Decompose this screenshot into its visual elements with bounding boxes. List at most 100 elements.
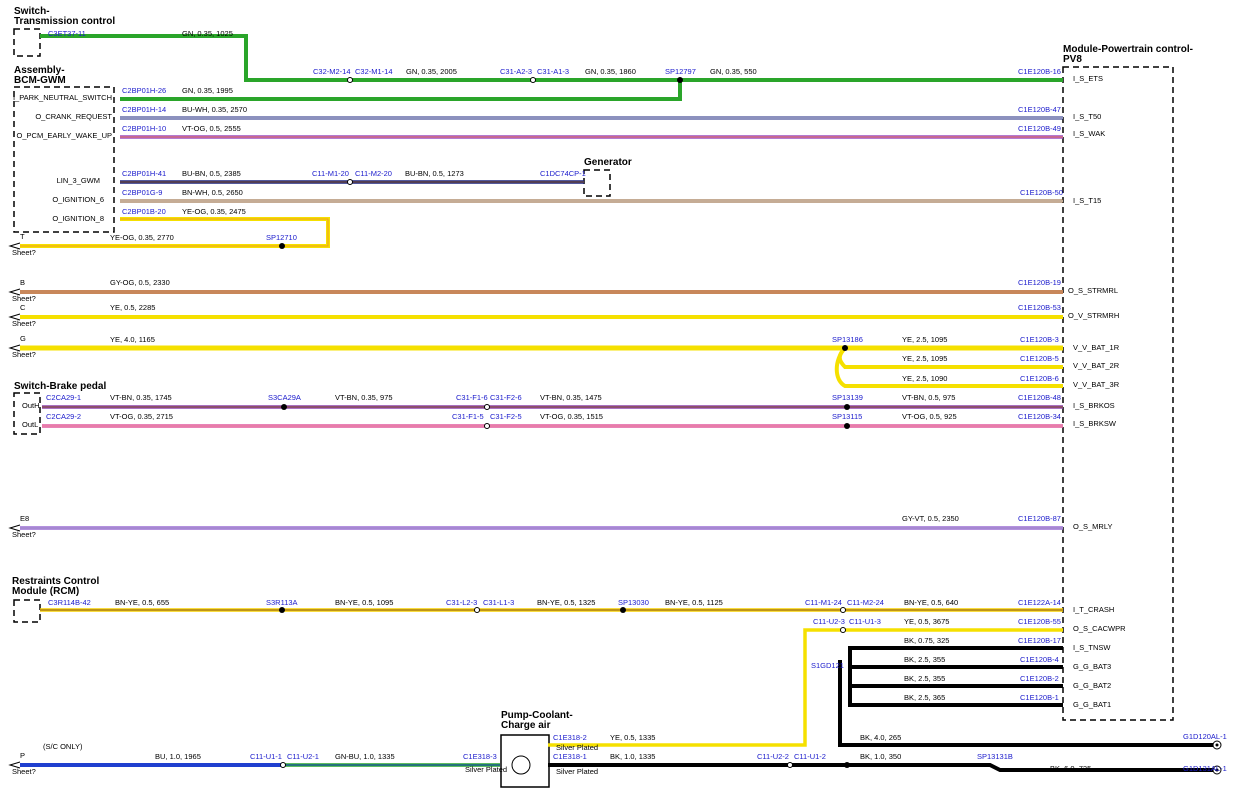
wire-label: YE, 4.0, 1165 <box>110 335 155 344</box>
sheet-id: T <box>20 232 25 241</box>
module-title: Switch-Brake pedal <box>14 381 106 392</box>
wire <box>548 763 1213 772</box>
connector-label: C3ET37-11 <box>48 29 86 38</box>
connector-label: C32-M1-14 <box>355 67 393 76</box>
wire-label: BK, 1.0, 350 <box>860 752 901 761</box>
wire-label: YE-OG, 0.35, 2770 <box>110 233 174 242</box>
note: Silver Plated <box>556 743 598 752</box>
pin-label: V_V_BAT_2R <box>1073 361 1120 370</box>
wire-label: GN-BU, 1.0, 1335 <box>335 752 395 761</box>
wire-label: BN-WH, 0.5, 2650 <box>182 188 243 197</box>
wire-label: GN, 0.35, 1995 <box>182 86 233 95</box>
note: (S/C ONLY) <box>43 742 83 751</box>
wire-label: GN, 0.35, 1025 <box>182 29 233 38</box>
splice <box>844 762 850 768</box>
note: Silver Plated <box>556 767 598 776</box>
wire-label: BN-YE, 0.5, 640 <box>904 598 958 607</box>
wire-label: BN-YE, 0.5, 1095 <box>335 598 393 607</box>
connector-label: C2BP01B-20 <box>122 207 166 216</box>
sheet-id: P <box>20 751 25 760</box>
module-box <box>13 28 41 57</box>
module-title: PV8 <box>1063 54 1082 65</box>
wire <box>120 80 682 101</box>
connector-label: C1E318-3 <box>463 752 497 761</box>
sheet-arrow <box>8 344 21 352</box>
sheet-arrow <box>8 288 21 296</box>
splice <box>620 607 626 613</box>
sheet-id: C <box>20 303 26 312</box>
wire-label: GN, 0.35, 550 <box>710 67 757 76</box>
connector-label: C31-L1-3 <box>483 598 514 607</box>
module-title: Assembly- <box>14 65 65 76</box>
connector-label: C2BP01G-9 <box>122 188 162 197</box>
connector-label: SP13030 <box>618 598 649 607</box>
module-title: BCM-GWM <box>14 75 66 86</box>
connector-label: SP12710 <box>266 233 297 242</box>
connector-label: C1DC74CP-1 <box>540 169 586 178</box>
connector-label: C32-M2-14 <box>313 67 351 76</box>
connector-ring <box>347 179 353 185</box>
pump-box <box>500 734 550 788</box>
sheet-label: Sheet? <box>12 294 36 303</box>
wire <box>834 346 1063 388</box>
wire-label: YE, 2.5, 1095 <box>902 354 947 363</box>
wire-label: VT-OG, 0.5, 2555 <box>182 124 241 133</box>
connector-label: C2BP01H-10 <box>122 124 166 133</box>
pin-label: I_T_CRASH <box>1073 605 1114 614</box>
module-title: Generator <box>584 157 632 168</box>
wire-label: YE, 0.5, 1335 <box>610 733 655 742</box>
wire-label: BK, 2.5, 355 <box>904 655 945 664</box>
wire-label: BU, 1.0, 1965 <box>155 752 201 761</box>
wire-label: GN, 0.35, 1860 <box>585 67 636 76</box>
pin-label: G_G_BAT1 <box>1073 700 1111 709</box>
wire-label: YE, 2.5, 1090 <box>902 374 947 383</box>
splice <box>844 404 850 410</box>
connector-label: G1D131AL-1 <box>1183 764 1227 773</box>
connector-label: C1E318-2 <box>553 733 587 742</box>
connector-label: C2CA29-2 <box>46 412 81 421</box>
wire <box>848 646 1063 707</box>
connector-label: C11-U1-2 <box>794 752 826 761</box>
connector-label: S3CA29A <box>268 393 301 402</box>
connector-label: C1E120B-53 <box>1018 303 1061 312</box>
wire-label: VT-BN, 0.35, 1745 <box>110 393 172 402</box>
connector-label: C1E120B-16 <box>1018 67 1061 76</box>
connector-label: G1D120AL-1 <box>1183 732 1227 741</box>
module-title: Restraints Control <box>12 576 99 587</box>
module-box <box>583 169 611 197</box>
wire-label: BK, 0.75, 325 <box>904 636 949 645</box>
connector-label: S3R113A <box>266 598 298 607</box>
pin-label: V_V_BAT_3R <box>1073 380 1120 389</box>
wire <box>548 628 1063 747</box>
connector-label: C1E120B-34 <box>1018 412 1061 421</box>
connector-label: C31-A2-3 <box>500 67 532 76</box>
wire <box>838 660 1213 747</box>
connector-label: C11-U2-3 <box>813 617 845 626</box>
connector-label: C1E318-1 <box>553 752 587 761</box>
connector-label: C2BP01H-14 <box>122 105 166 114</box>
connector-label: C1E120B-3 <box>1020 335 1059 344</box>
pin-label: O_IGNITION_8 <box>52 214 104 223</box>
pin-label: O_PCM_EARLY_WAKE_UP <box>17 131 112 140</box>
pin-label: I_S_WAK <box>1073 129 1105 138</box>
wire-label: BK, 4.0, 265 <box>860 733 901 742</box>
pin-label: O_S_CACWPR <box>1073 624 1126 633</box>
connector-label: C1E120B-87 <box>1018 514 1061 523</box>
connector-label: SP13115 <box>832 412 862 421</box>
connector-label: C11-U1-3 <box>849 617 881 626</box>
sheet-arrow <box>8 761 21 769</box>
sheet-id: E8 <box>20 514 29 523</box>
wire-label: VT-BN, 0.35, 975 <box>335 393 393 402</box>
module-title: Charge air <box>501 720 551 731</box>
connector-label: C1E120B-1 <box>1020 693 1059 702</box>
connector-label: C1E120B-4 <box>1020 655 1059 664</box>
pin-label: G_G_BAT3 <box>1073 662 1111 671</box>
pin-label: O_CRANK_REQUEST <box>35 112 112 121</box>
splice <box>279 243 285 249</box>
module-box <box>1062 66 1174 721</box>
connector-label: C1E120B-50 <box>1020 188 1063 197</box>
pin-label: I_S_T50 <box>1073 112 1101 121</box>
wire-label: BU-WH, 0.35, 2570 <box>182 105 247 114</box>
wire-label: VT-OG, 0.35, 2715 <box>110 412 173 421</box>
